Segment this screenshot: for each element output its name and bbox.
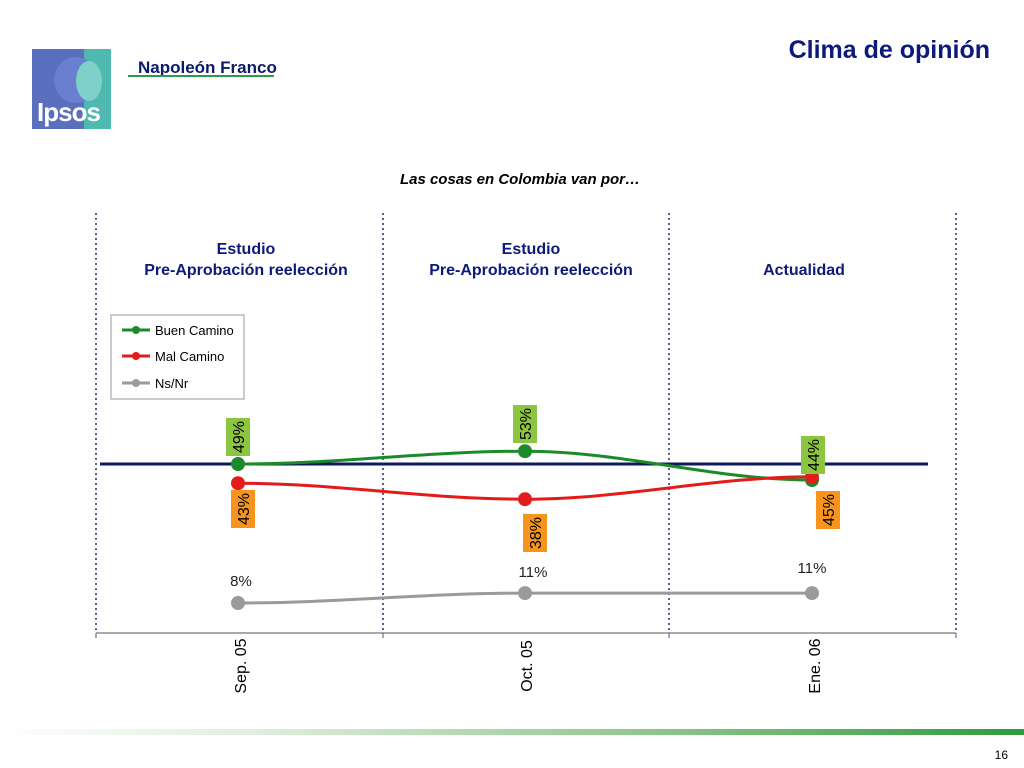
label-mal-2-text: 45% bbox=[821, 494, 838, 526]
x-tick-label-1: Oct. 05 bbox=[519, 640, 536, 692]
label-mal-0: 43% bbox=[231, 490, 255, 528]
label-nsnr-1: 11% bbox=[519, 564, 548, 581]
label-mal-1-text: 38% bbox=[528, 517, 545, 549]
brand-underline bbox=[128, 75, 274, 77]
page-title: Clima de opinión bbox=[788, 36, 990, 64]
section-header-line2-2: Actualidad bbox=[763, 262, 845, 279]
section-header-line1-0: Estudio bbox=[217, 241, 276, 258]
label-buen-1-bg bbox=[513, 405, 537, 443]
label-buen-2-text: 44% bbox=[806, 439, 823, 471]
section-header-line2-0: Pre-Aprobación reelección bbox=[144, 262, 348, 279]
ipsos-logo: Ipsos bbox=[32, 49, 111, 129]
point-0-0 bbox=[231, 457, 245, 471]
label-mal-2: 45% bbox=[816, 491, 840, 529]
x-tick-label-2: Ene. 06 bbox=[807, 638, 824, 693]
footer-gradient-bar bbox=[0, 729, 1024, 735]
x-tick-label-0: Sep. 05 bbox=[233, 638, 250, 693]
label-buen-0: 49% bbox=[226, 418, 250, 456]
label-buen-1: 53% bbox=[513, 405, 537, 443]
label-mal-1-bg bbox=[523, 514, 547, 552]
point-1-1 bbox=[518, 492, 532, 507]
legend-label-1: Mal Camino bbox=[155, 349, 224, 364]
label-buen-0-text: 49% bbox=[231, 421, 248, 453]
label-mal-1: 38% bbox=[523, 514, 547, 552]
label-mal-0-text: 43% bbox=[236, 493, 253, 525]
section-header-line1-1: Estudio bbox=[502, 241, 561, 258]
chart-title: Las cosas en Colombia van por… bbox=[399, 171, 641, 188]
point-2-2 bbox=[805, 586, 819, 601]
label-nsnr-2: 11% bbox=[798, 560, 827, 577]
legend-label-2: Ns/Nr bbox=[155, 376, 189, 391]
legend-label-0: Buen Camino bbox=[155, 323, 234, 338]
brand-name: Napoleón Franco bbox=[138, 58, 277, 77]
point-2-0 bbox=[231, 596, 245, 610]
label-buen-1-text: 53% bbox=[518, 408, 535, 440]
page-number: 16 bbox=[994, 748, 1008, 762]
logo-text: Ipsos bbox=[37, 97, 101, 127]
point-1-0 bbox=[231, 476, 245, 491]
point-2-1 bbox=[518, 586, 532, 601]
logo-face-highlight bbox=[76, 61, 102, 101]
label-mal-2-bg bbox=[816, 491, 840, 529]
point-0-1 bbox=[518, 444, 532, 459]
label-buen-2-bg bbox=[801, 436, 825, 474]
label-buen-0-bg bbox=[226, 418, 250, 456]
legend-marker-2 bbox=[132, 379, 140, 387]
section-header-line2-1: Pre-Aprobación reelección bbox=[429, 262, 633, 279]
label-nsnr-0: 8% bbox=[230, 573, 252, 590]
label-mal-0-bg bbox=[231, 490, 255, 528]
label-buen-2: 44% bbox=[801, 436, 825, 474]
legend-marker-0 bbox=[132, 326, 140, 334]
legend-marker-1 bbox=[132, 352, 140, 360]
